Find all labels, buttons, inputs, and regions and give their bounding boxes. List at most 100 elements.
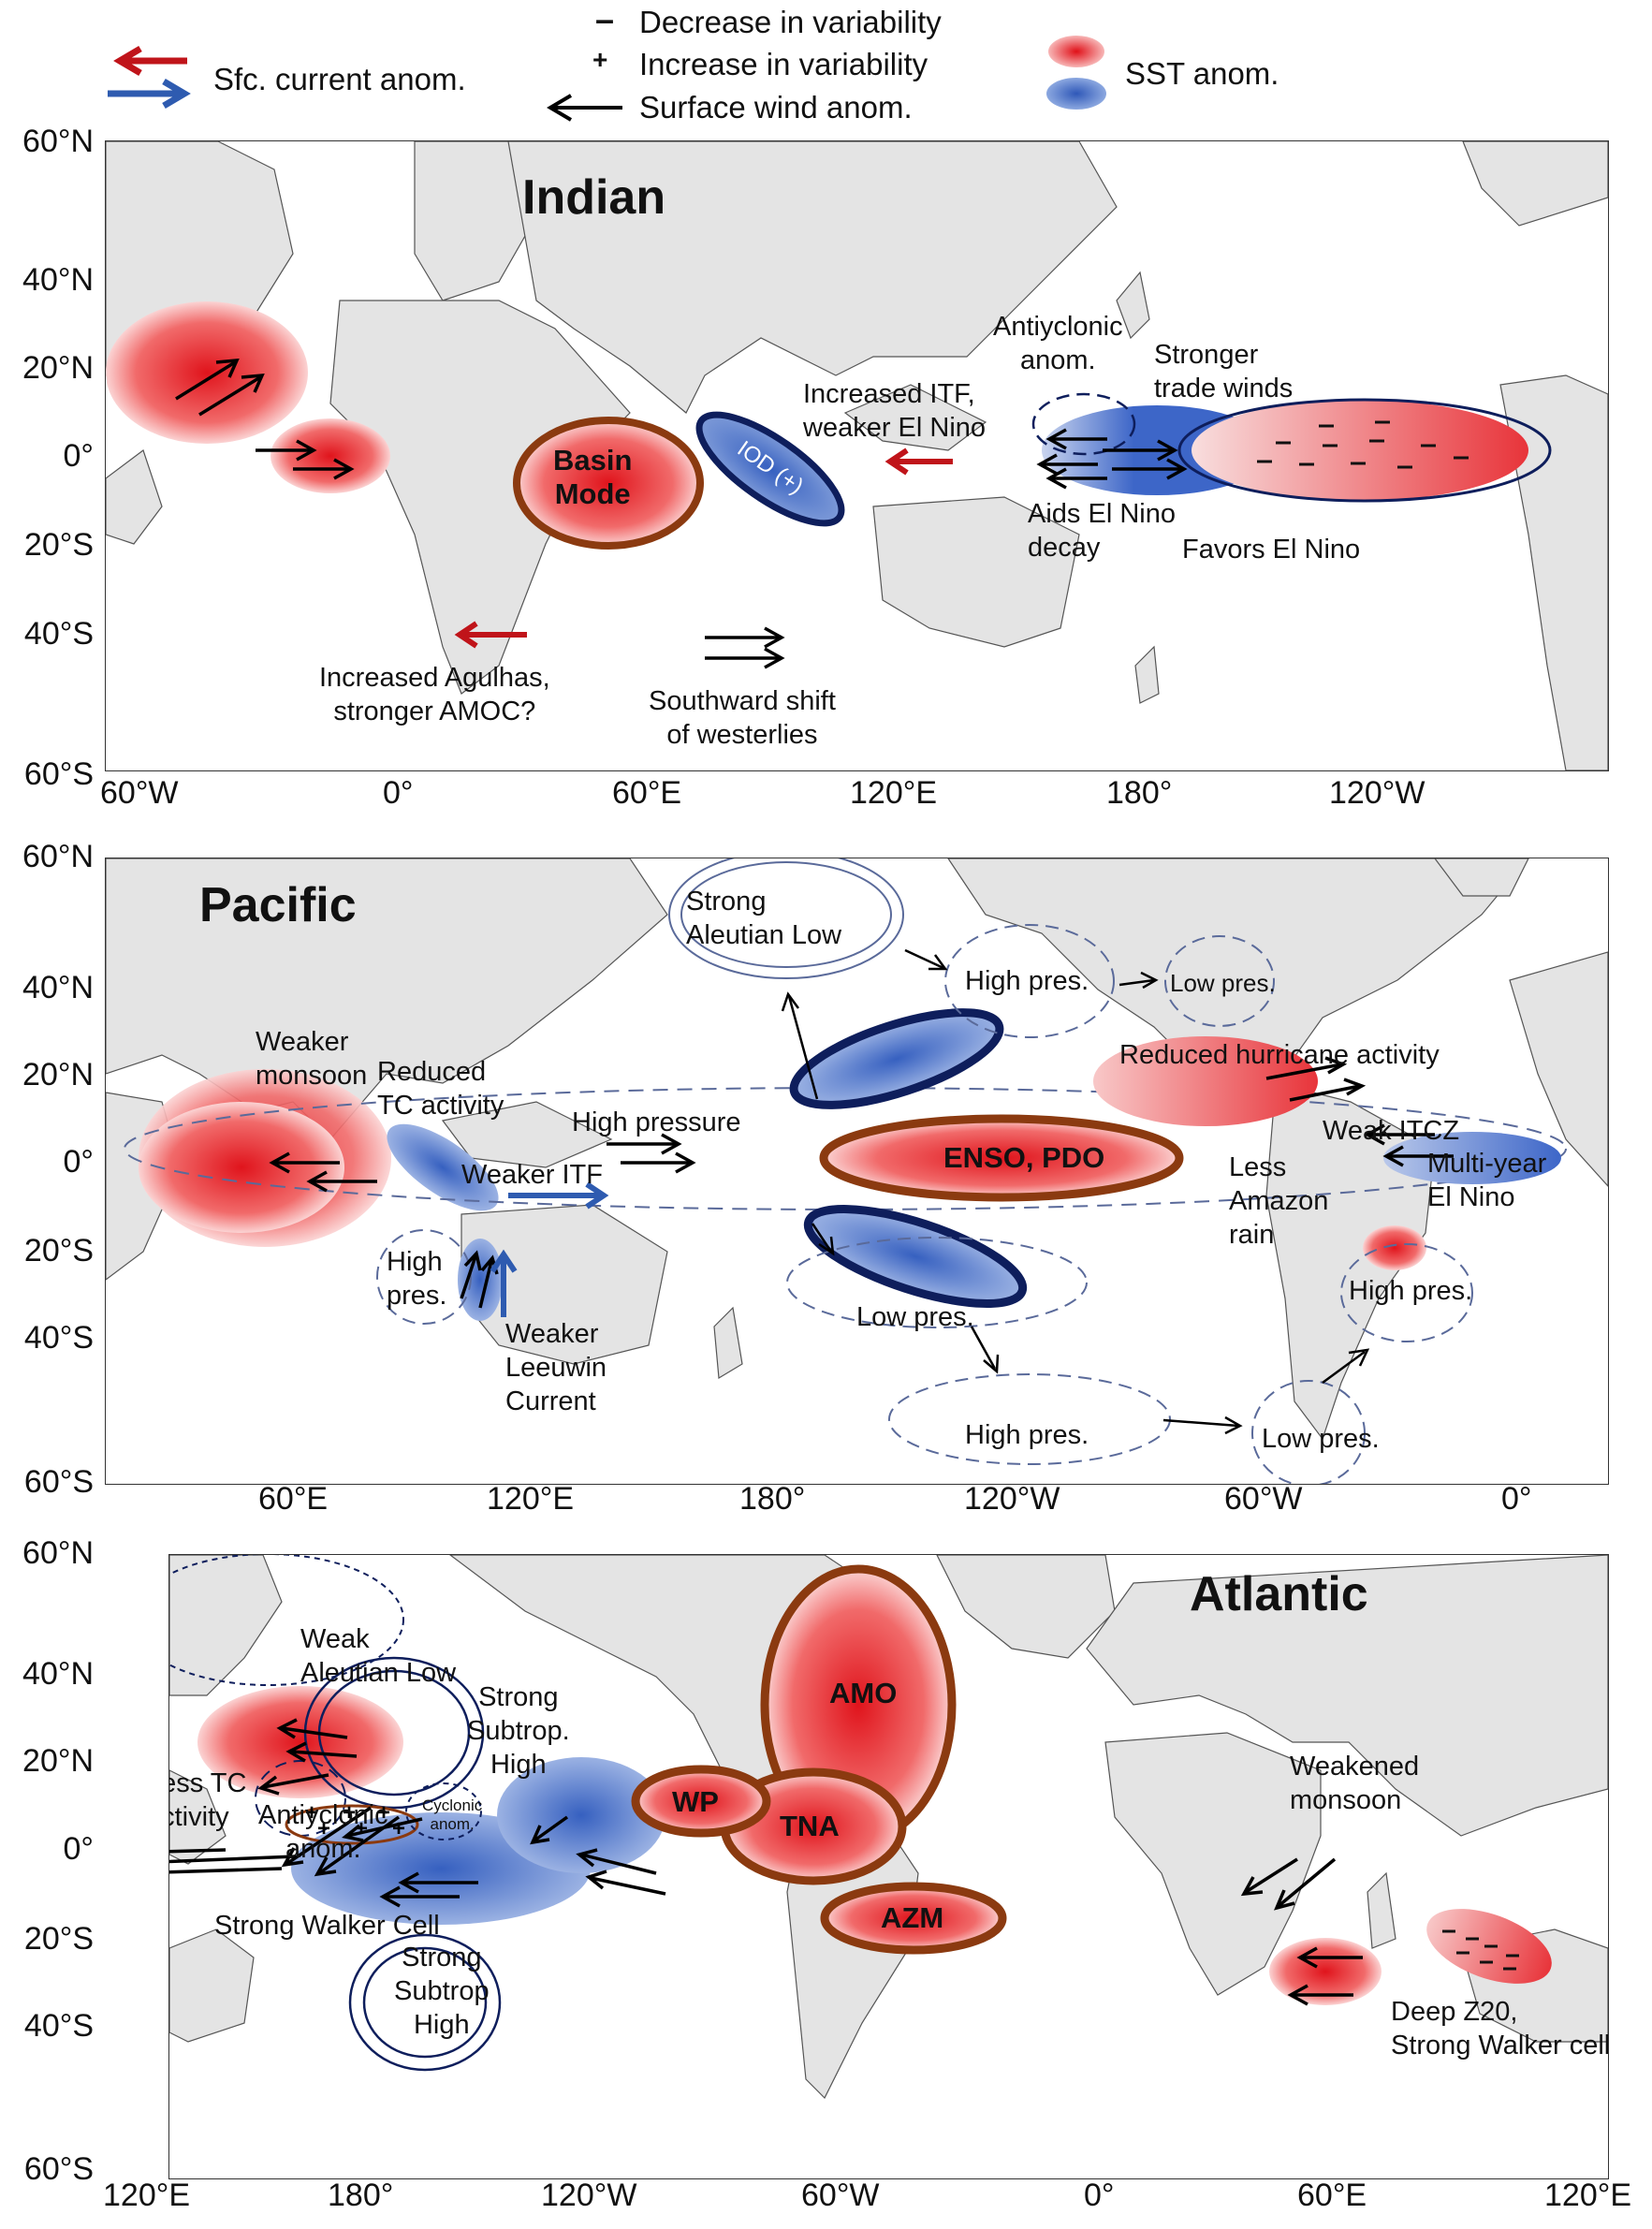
decrease-variability-marks [1442, 1929, 1519, 1971]
increase-label: Increase in variability [639, 47, 928, 81]
weak-itcz-label: Weak ITCZ [1323, 1116, 1460, 1146]
cyclonic-label: Cyclonic anom. [422, 1796, 483, 1833]
increase-variability-marks: + + + + + + [305, 1800, 405, 1841]
lon-tick: 60°E [258, 1481, 329, 1517]
azm-label: AZM [881, 1901, 944, 1934]
lon-tick: 120°W [541, 2178, 637, 2213]
iod-ellipse [695, 411, 845, 527]
lon-tick: 120°E [850, 775, 938, 811]
warm-current-arrow-icon [113, 45, 187, 77]
weaker-leeuwin-label: Weaker Leeuwin Current [505, 1319, 607, 1416]
plus-symbol: + [592, 45, 608, 74]
atlantic-map: + + + + + + [168, 1554, 1609, 2179]
deep-z20-label: Deep Z20, Strong Walker cell [1391, 1997, 1609, 2060]
north-atlantic-warm-sst [106, 301, 308, 444]
panel-title: Pacific [199, 878, 357, 932]
north-pacific-warm-sst [197, 1686, 403, 1798]
east-pacific-cool-sst [497, 1757, 665, 1873]
lon-tick: 120°E [1544, 2178, 1632, 2213]
lon-tick: 0° [1084, 2178, 1115, 2213]
lat-tick: 60°S [23, 1464, 94, 1500]
high-pres-aus-label: High pres. [387, 1247, 447, 1311]
lon-tick: 60°E [1297, 2178, 1367, 2213]
atlantic-panel: 60°N 40°N 20°N 0° 20°S 40°S 60°S 120°E 1… [0, 1535, 1652, 2229]
weak-aleutian-ellipse [169, 1555, 404, 1686]
panel-title: Indian [522, 170, 666, 225]
lat-tick: 20°S [23, 527, 94, 563]
lat-tick: 20°N [22, 1057, 94, 1093]
pacific-panel: 60°N 40°N 20°N 0° 20°S 40°S 60°S 60°E 12… [0, 839, 1652, 1517]
pacific-map: Pacific ENSO, PDO Strong Aleutian Low Hi… [105, 858, 1609, 1485]
lon-tick: 60°W [100, 775, 179, 811]
lat-tick: 60°N [22, 839, 94, 874]
minus-symbol: – [595, 0, 615, 38]
walker-dashed-ellipse [124, 1087, 1567, 1210]
walker-cell-label: Strong Walker Cell [214, 1911, 440, 1941]
aids-el-nino-label: Aids El Nino decay [1028, 499, 1176, 563]
multi-year-label: Multi-year El Nino [1427, 1149, 1547, 1212]
current-arrows [490, 1181, 609, 1317]
wind-arrow-icon [547, 94, 622, 122]
subtropical-highs [303, 1656, 502, 2072]
strong-subtrop-s-label: Strong Subtrop High [394, 1943, 490, 2040]
favors-el-nino-label: Favors El Nino [1182, 535, 1361, 565]
legend-symbols [108, 36, 1106, 122]
indian-map: Indian Basin Mode IOD (+) Antiyclonic an… [105, 140, 1609, 771]
landmasses [106, 141, 1608, 770]
weaker-itf-label: Weaker ITF [461, 1160, 603, 1190]
lon-tick: 120°E [103, 2178, 191, 2213]
lon-tick: 180° [1106, 775, 1173, 811]
wind-arrows [175, 358, 1188, 669]
tna-label: TNA [780, 1810, 840, 1842]
lat-tick: 40°S [23, 2008, 94, 2044]
lat-tick: 0° [63, 1144, 94, 1180]
svg-text:+: + [305, 1800, 318, 1826]
landmasses [106, 858, 1608, 1441]
lat-tick: 40°N [22, 1656, 94, 1692]
pacific-variability-outline [1177, 398, 1552, 503]
south-atlantic-warm-sst [1363, 1225, 1426, 1270]
amo-label: AMO [829, 1677, 898, 1709]
indian-panel: 60°N 40°N 20°N 0° 20°S 40°S 60°S 60°W 0°… [0, 124, 1652, 843]
weaker-monsoon-label: Weaker monsoon [256, 1027, 368, 1091]
lon-tick: 120°W [1329, 775, 1425, 811]
high-pres-so-label: High pres. [965, 1420, 1089, 1450]
agulhas-label: Increased Agulhas, stronger AMOC? [319, 663, 550, 726]
pressure-systems [376, 858, 1473, 1484]
lat-tick: 20°N [22, 350, 94, 386]
pacific-map-graphics [106, 858, 1608, 1484]
strong-subtrop-n-label: Strong Subtrop. High [467, 1682, 570, 1780]
stronger-trade-label: Stronger trade winds [1154, 340, 1294, 403]
basin-mode-label: Basin Mode [553, 444, 633, 510]
lon-tick: 60°W [801, 2178, 880, 2213]
lat-tick: 40°S [23, 616, 94, 652]
atlantic-map-graphics: + + + + + + [169, 1555, 1608, 2100]
less-tc-label: Less TC activity [169, 1768, 247, 1832]
cool-sst-swatch-icon [1046, 78, 1106, 110]
warm-sst-swatch-icon [1048, 36, 1104, 67]
leeuwin-cool-sst [458, 1239, 503, 1321]
lat-tick: 20°N [22, 1743, 94, 1779]
strong-aleutian-label: Strong Aleutian Low [686, 887, 842, 950]
reduced-tc-label: Reduced TC activity [377, 1057, 504, 1121]
lon-tick: 120°E [487, 1481, 575, 1517]
basin-mode-ellipse [513, 417, 704, 550]
antiyclonic-ellipse [1031, 392, 1136, 456]
antiyclonic-label: Antiyclonic anom. [993, 312, 1123, 375]
pacific-warm-sst [1191, 400, 1528, 501]
indian-ocean-warm-sst-core [139, 1102, 344, 1233]
lat-tick: 60°N [22, 1535, 94, 1571]
enso-pdo-ellipse [819, 1114, 1184, 1202]
indian-map-graphics [106, 141, 1608, 770]
lon-tick: 60°W [1224, 1481, 1303, 1517]
svg-text:+: + [355, 1816, 368, 1841]
reduced-hurricane-label: Reduced hurricane activity [1119, 1040, 1440, 1070]
high-pressure-label: High pressure [572, 1107, 741, 1137]
panel-title: Atlantic [1190, 1567, 1368, 1621]
legend: Sfc. current anom. – Decrease in variabi… [0, 0, 1652, 131]
lat-tick: 40°S [23, 1320, 94, 1356]
tropical-atlantic-cool-sst [1383, 1132, 1561, 1184]
lon-tick: 0° [1501, 1481, 1532, 1517]
current-arrows [454, 447, 953, 649]
maritime-cool-sst [387, 1123, 499, 1211]
